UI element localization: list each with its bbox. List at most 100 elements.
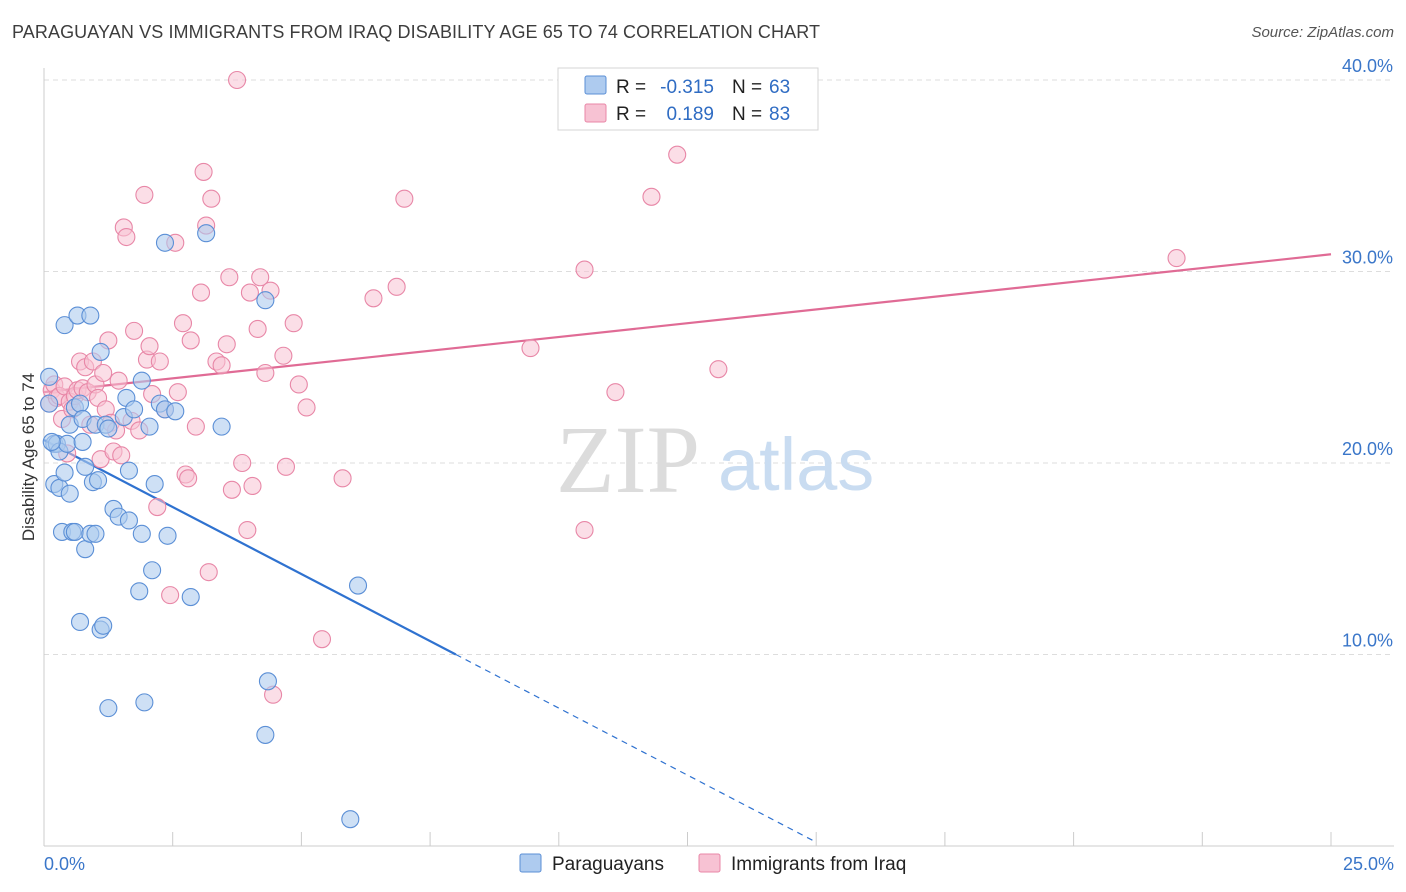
point-paraguayans-1 — [40, 394, 59, 413]
point-iraq-55 — [212, 356, 231, 375]
point-iraq-43 — [168, 383, 187, 402]
point-paraguayans-45 — [135, 693, 154, 712]
point-iraq-28 — [112, 446, 131, 465]
legend-swatch-iraq — [584, 103, 607, 123]
point-paraguayans-0 — [40, 367, 59, 386]
point-iraq-58 — [222, 480, 241, 499]
point-iraq-78 — [395, 189, 414, 208]
point-iraq-34 — [135, 185, 154, 204]
point-iraq-32 — [125, 321, 144, 340]
x-tick-label-max: 25.0% — [1343, 854, 1394, 874]
bottom-legend-label-paraguayans: Paraguayans — [552, 854, 664, 875]
point-paraguayans-8 — [55, 316, 74, 335]
point-paraguayans-28 — [89, 471, 108, 490]
x-axis-ticks — [43, 832, 1332, 846]
point-iraq-70 — [276, 457, 296, 476]
bottom-legend-swatch-iraq — [698, 853, 721, 873]
point-paraguayans-34 — [99, 699, 118, 718]
point-paraguayans-42 — [130, 582, 149, 601]
point-paraguayans-44 — [132, 371, 151, 390]
y-axis-tick-labels: 10.0% 20.0% 30.0% 40.0% — [1342, 56, 1393, 651]
point-iraq-73 — [297, 398, 316, 417]
point-iraq-81 — [575, 260, 594, 279]
legend-n-label-2: N = — [732, 104, 762, 125]
point-paraguayans-46 — [140, 417, 159, 436]
legend-n-label-1: N = — [732, 77, 762, 98]
point-paraguayans-9 — [55, 463, 74, 482]
series-paraguayans-points — [40, 224, 368, 829]
point-iraq-52 — [199, 563, 218, 582]
point-paraguayans-18 — [70, 612, 90, 631]
point-paraguayans-59 — [258, 672, 277, 691]
point-iraq-61 — [238, 520, 257, 540]
point-iraq-85 — [709, 360, 728, 379]
point-iraq-82 — [606, 383, 625, 402]
point-iraq-27 — [109, 371, 128, 390]
point-iraq-79 — [521, 339, 540, 358]
point-iraq-57 — [220, 268, 239, 287]
point-paraguayans-61 — [348, 576, 368, 595]
watermark: ZIP atlas — [556, 406, 874, 513]
trend-line-paraguayans-extension — [455, 653, 817, 843]
point-paraguayans-39 — [119, 511, 138, 530]
legend-r-value-1: -0.315 — [660, 77, 714, 98]
point-iraq-30 — [117, 227, 136, 247]
point-iraq-49 — [191, 283, 211, 302]
point-iraq-71 — [284, 314, 303, 333]
y-tick-label-40: 40.0% — [1342, 56, 1393, 76]
bottom-legend-label-iraq: Immigrants from Iraq — [731, 854, 906, 875]
point-iraq-36 — [140, 337, 159, 356]
point-iraq-44 — [173, 314, 193, 333]
point-iraq-65 — [251, 268, 270, 287]
point-paraguayans-60 — [341, 810, 360, 829]
point-iraq-47 — [181, 331, 200, 350]
trend-lines — [43, 253, 1332, 843]
legend-swatch-paraguayans — [584, 75, 607, 95]
point-paraguayans-33 — [99, 419, 118, 438]
point-paraguayans-26 — [86, 524, 105, 543]
point-iraq-21 — [94, 363, 113, 383]
point-iraq-86 — [1167, 249, 1186, 268]
trend-line-paraguayans — [43, 439, 457, 656]
point-iraq-80 — [575, 520, 594, 540]
point-paraguayans-10 — [58, 434, 77, 453]
legend-r-label-2: R = — [616, 104, 646, 125]
point-iraq-62 — [240, 283, 259, 302]
point-iraq-75 — [333, 469, 352, 488]
point-iraq-69 — [274, 346, 293, 365]
point-iraq-63 — [243, 476, 262, 496]
point-paraguayans-56 — [212, 417, 231, 436]
point-iraq-84 — [668, 145, 687, 164]
x-tick-label-min: 0.0% — [44, 854, 85, 874]
point-paraguayans-55 — [197, 224, 216, 243]
chart-title: PARAGUAYAN VS IMMIGRANTS FROM IRAQ DISAB… — [12, 22, 821, 42]
point-paraguayans-23 — [81, 306, 100, 325]
point-paraguayans-31 — [94, 616, 113, 635]
series-legend: Paraguayans Immigrants from Iraq — [519, 853, 906, 875]
point-iraq-64 — [248, 319, 267, 339]
point-paraguayans-20 — [73, 432, 92, 451]
series-iraq-points — [40, 70, 1186, 704]
point-paraguayans-41 — [125, 400, 144, 419]
legend-n-value-1: 63 — [769, 77, 790, 98]
point-paraguayans-12 — [60, 484, 79, 503]
correlation-legend: R = -0.315 N = 63 R = 0.189 N = 83 — [557, 67, 819, 131]
axes — [43, 68, 1394, 847]
point-paraguayans-53 — [166, 402, 185, 421]
point-iraq-41 — [161, 586, 180, 605]
source-label: Source: ZipAtlas.com — [1251, 24, 1394, 41]
legend-r-label-1: R = — [616, 77, 646, 98]
point-iraq-77 — [387, 277, 406, 296]
point-iraq-56 — [217, 335, 236, 354]
point-iraq-48 — [186, 417, 205, 436]
point-paraguayans-17 — [70, 394, 90, 413]
point-iraq-60 — [233, 453, 252, 473]
point-paraguayans-47 — [143, 561, 162, 580]
point-iraq-39 — [150, 352, 169, 371]
watermark-zip: ZIP — [556, 406, 700, 513]
point-paraguayans-51 — [155, 233, 175, 252]
watermark-atlas: atlas — [718, 423, 874, 506]
y-tick-label-30: 30.0% — [1342, 248, 1393, 268]
point-iraq-53 — [202, 189, 221, 208]
